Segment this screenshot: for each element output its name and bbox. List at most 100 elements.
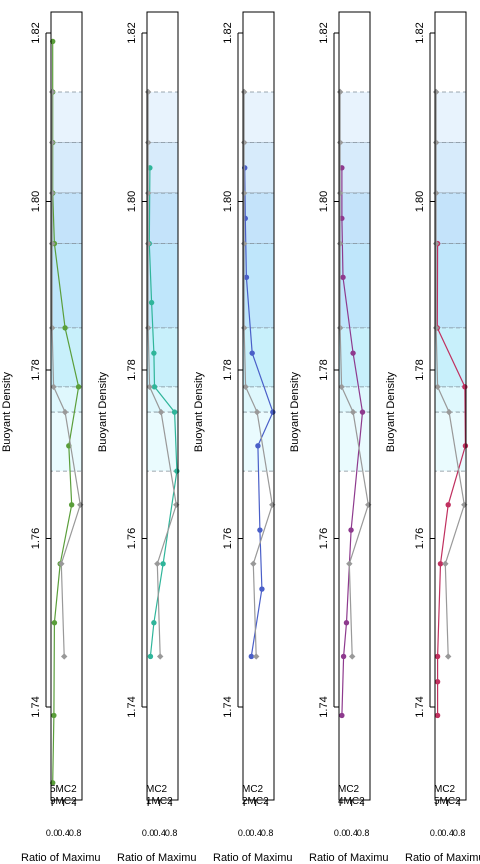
y-axis-label: Buoyant Density: [193, 371, 205, 452]
y-tick-label: 1.80: [222, 191, 234, 212]
series-point: [435, 713, 440, 718]
series-point: [157, 653, 163, 659]
series-point: [350, 350, 355, 355]
series-point: [462, 384, 467, 389]
series-point: [76, 384, 81, 389]
fraction-band: [147, 92, 178, 143]
x-tick-label: 0.8: [357, 828, 370, 838]
legend-entry: MC2: [338, 784, 360, 795]
fraction-band: [51, 143, 82, 194]
fraction-band: [147, 328, 178, 387]
x-axis-label: Ratio of Maximu: [117, 852, 196, 864]
y-tick-label: 1.82: [222, 22, 234, 43]
y-tick-label: 1.80: [30, 191, 42, 212]
series-point: [255, 443, 260, 448]
series-point: [341, 654, 346, 659]
series-point: [52, 620, 57, 625]
y-tick-label: 1.74: [318, 696, 330, 717]
series-point: [250, 561, 256, 567]
y-tick-label: 1.74: [222, 696, 234, 717]
y-tick-label: 1.82: [318, 22, 330, 43]
y-tick-label: 1.82: [30, 22, 42, 43]
series-point: [148, 654, 153, 659]
series-point: [174, 468, 179, 473]
fraction-band: [51, 193, 82, 244]
y-tick-label: 1.74: [126, 696, 138, 717]
series-point: [340, 275, 345, 280]
x-tick-label: 0.8: [261, 828, 274, 838]
series-point: [151, 350, 156, 355]
series-point: [270, 409, 275, 414]
legend-entry: 9MC2: [50, 796, 77, 807]
y-tick-label: 1.76: [414, 528, 426, 549]
y-tick-label: 1.76: [126, 528, 138, 549]
legend-entry: 4MC2: [338, 796, 365, 807]
fraction-band: [435, 193, 466, 244]
x-axis-label: Ratio of Maximu: [21, 852, 100, 864]
series-point: [172, 409, 177, 414]
series-point: [151, 620, 156, 625]
series-point: [149, 300, 154, 305]
y-tick-label: 1.78: [30, 359, 42, 380]
series-point: [360, 409, 365, 414]
series-point: [62, 325, 67, 330]
series-point: [349, 653, 355, 659]
series-point: [160, 561, 165, 566]
series-point: [77, 502, 83, 508]
x-axis-label: Ratio of Maximu: [213, 852, 292, 864]
series-point: [61, 653, 67, 659]
series-point: [51, 713, 56, 718]
y-axis-label: Buoyant Density: [385, 371, 397, 452]
series-point: [442, 561, 448, 567]
legend-entry: MC2: [242, 784, 264, 795]
series-point: [346, 561, 352, 567]
fraction-band: [435, 244, 466, 328]
y-tick-label: 1.76: [318, 528, 330, 549]
fraction-band: [51, 92, 82, 143]
x-tick-label: 0.8: [69, 828, 82, 838]
legend-entry: 5MC2: [50, 784, 77, 795]
x-tick-label: 0.8: [165, 828, 178, 838]
legend-entry: 2MC2: [242, 796, 269, 807]
fraction-band: [339, 92, 370, 143]
series-point: [257, 527, 262, 532]
y-tick-label: 1.82: [414, 22, 426, 43]
fraction-band: [51, 328, 82, 387]
series-point: [269, 502, 275, 508]
series-point: [154, 561, 160, 567]
fraction-band: [339, 328, 370, 387]
y-tick-label: 1.76: [222, 528, 234, 549]
y-axis-label: Buoyant Density: [1, 371, 13, 452]
y-tick-label: 1.80: [126, 191, 138, 212]
y-tick-label: 1.80: [414, 191, 426, 212]
fraction-band: [435, 92, 466, 143]
y-tick-label: 1.82: [126, 22, 138, 43]
legend-entry: MC2: [434, 784, 456, 795]
series-point: [461, 502, 467, 508]
series-point: [253, 653, 259, 659]
series-point: [339, 713, 344, 718]
x-axis-label: Ratio of Maximu: [405, 852, 480, 864]
series-point: [435, 679, 440, 684]
series-point: [173, 502, 179, 508]
series-point: [446, 502, 451, 507]
y-tick-label: 1.78: [414, 359, 426, 380]
panel-5: 1.741.761.781.801.82Buoyant Density0.00.…: [385, 12, 480, 864]
legend-entry: 1MC2: [146, 796, 173, 807]
series-point: [69, 502, 74, 507]
series-point: [365, 502, 371, 508]
y-tick-label: 1.78: [222, 359, 234, 380]
y-axis-label: Buoyant Density: [289, 371, 301, 452]
y-tick-label: 1.78: [318, 359, 330, 380]
series-point: [249, 350, 254, 355]
series-point: [348, 527, 353, 532]
y-tick-label: 1.80: [318, 191, 330, 212]
series-point: [463, 443, 468, 448]
fraction-band: [243, 143, 274, 194]
fraction-band: [435, 143, 466, 194]
y-tick-label: 1.76: [30, 528, 42, 549]
